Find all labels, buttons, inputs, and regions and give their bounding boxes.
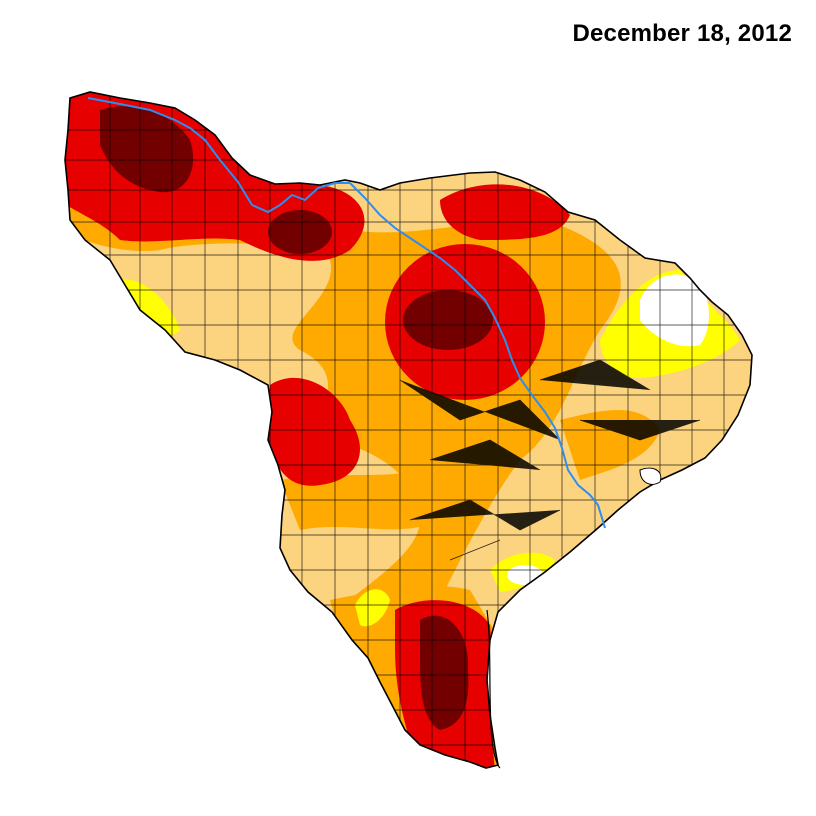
exceptional-drought-area [100,106,194,193]
abnormally-dry-area [120,279,180,336]
extreme-drought-area [268,377,360,486]
brazos-river [349,182,606,529]
no-drought-area [507,565,543,585]
red-river [87,97,350,214]
exceptional-drought-area [403,290,493,350]
map-date-title: December 18, 2012 [572,20,792,47]
extreme-drought-area [440,184,570,240]
bay-outline [639,467,662,485]
abnormally-dry-area [355,589,390,627]
barrier-island-outline [486,609,501,769]
exceptional-drought-area [268,210,332,254]
